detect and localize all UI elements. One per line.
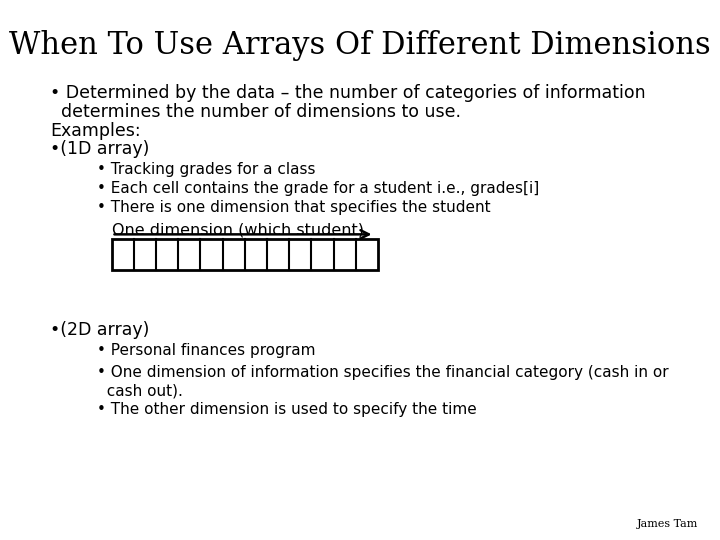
- Text: cash out).: cash out).: [97, 383, 183, 399]
- Bar: [112, 239, 378, 270]
- Text: • Personal finances program: • Personal finances program: [97, 343, 315, 358]
- Text: Examples:: Examples:: [50, 122, 141, 139]
- Text: • The other dimension is used to specify the time: • The other dimension is used to specify…: [97, 402, 477, 417]
- Text: • There is one dimension that specifies the student: • There is one dimension that specifies …: [97, 200, 491, 215]
- Text: determines the number of dimensions to use.: determines the number of dimensions to u…: [50, 103, 462, 120]
- Text: •(2D array): •(2D array): [50, 321, 150, 339]
- Text: •(1D array): •(1D array): [50, 140, 150, 158]
- Text: • Tracking grades for a class: • Tracking grades for a class: [97, 162, 315, 177]
- Text: James Tam: James Tam: [637, 519, 698, 529]
- Text: • Each cell contains the grade for a student i.e., grades[i]: • Each cell contains the grade for a stu…: [97, 181, 539, 196]
- Text: When To Use Arrays Of Different Dimensions: When To Use Arrays Of Different Dimensio…: [9, 30, 711, 60]
- Text: • Determined by the data – the number of categories of information: • Determined by the data – the number of…: [50, 84, 646, 102]
- Text: • One dimension of information specifies the financial category (cash in or: • One dimension of information specifies…: [97, 364, 669, 380]
- Text: One dimension (which student): One dimension (which student): [112, 222, 364, 238]
